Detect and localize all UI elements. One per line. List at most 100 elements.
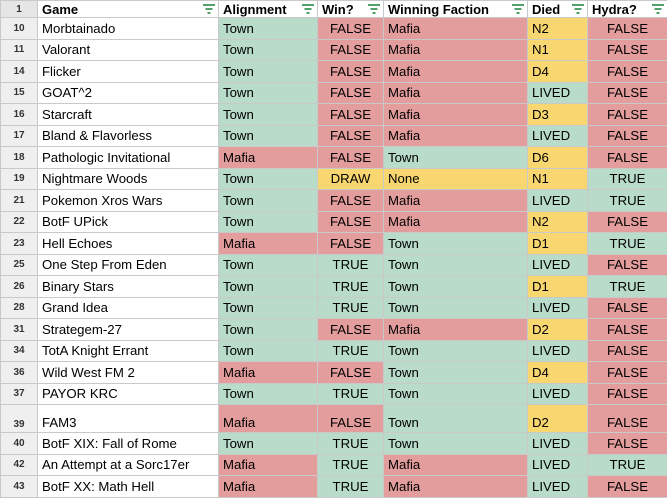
cell-winning-faction[interactable]: Town xyxy=(383,253,528,276)
cell-died[interactable]: D6 xyxy=(527,146,588,169)
cell-win[interactable]: FALSE xyxy=(317,124,384,147)
cell-hydra[interactable]: FALSE xyxy=(587,253,667,276)
cell-game[interactable]: TotA Knight Errant xyxy=(37,339,219,362)
cell-died[interactable]: D3 xyxy=(527,103,588,126)
cell-winning-faction[interactable]: Mafia xyxy=(383,103,528,126)
cell-alignment[interactable]: Town xyxy=(218,339,318,362)
cell-winning-faction[interactable]: Mafia xyxy=(383,81,528,104)
cell-win[interactable]: FALSE xyxy=(317,232,384,255)
cell-hydra[interactable]: FALSE xyxy=(587,432,667,455)
column-header-alignment[interactable]: Alignment xyxy=(218,0,318,18)
row-number[interactable]: 10 xyxy=(0,17,38,40)
column-header-hydra[interactable]: Hydra? xyxy=(587,0,667,18)
cell-win[interactable]: FALSE xyxy=(317,189,384,212)
cell-hydra[interactable]: TRUE xyxy=(587,189,667,212)
cell-died[interactable]: LIVED xyxy=(527,189,588,212)
cell-game[interactable]: BotF XIX: Fall of Rome xyxy=(37,432,219,455)
cell-hydra[interactable]: FALSE xyxy=(587,296,667,319)
cell-alignment[interactable]: Town xyxy=(218,103,318,126)
cell-died[interactable]: LIVED xyxy=(527,339,588,362)
row-number[interactable]: 22 xyxy=(0,210,38,233)
cell-died[interactable]: N1 xyxy=(527,167,588,190)
cell-game[interactable]: Strategem-27 xyxy=(37,318,219,341)
cell-alignment[interactable]: Town xyxy=(218,382,318,405)
row-number[interactable]: 26 xyxy=(0,275,38,298)
row-number[interactable]: 17 xyxy=(0,124,38,147)
row-number[interactable]: 40 xyxy=(0,432,38,455)
row-number[interactable]: 14 xyxy=(0,60,38,83)
cell-game[interactable]: Morbtainado xyxy=(37,17,219,40)
cell-winning-faction[interactable]: Town xyxy=(383,432,528,455)
cell-died[interactable]: D4 xyxy=(527,60,588,83)
cell-hydra[interactable]: FALSE xyxy=(587,382,667,405)
cell-win[interactable]: FALSE xyxy=(317,17,384,40)
cell-winning-faction[interactable]: Mafia xyxy=(383,189,528,212)
cell-died[interactable]: D2 xyxy=(527,318,588,341)
cell-winning-faction[interactable]: Town xyxy=(383,361,528,384)
cell-win[interactable]: TRUE xyxy=(317,339,384,362)
cell-alignment[interactable]: Town xyxy=(218,253,318,276)
cell-hydra[interactable]: FALSE xyxy=(587,339,667,362)
filter-icon[interactable] xyxy=(652,4,664,14)
row-number[interactable]: 34 xyxy=(0,339,38,362)
cell-hydra[interactable]: FALSE xyxy=(587,17,667,40)
cell-game[interactable]: Hell Echoes xyxy=(37,232,219,255)
cell-game[interactable]: Valorant xyxy=(37,38,219,61)
cell-alignment[interactable]: Town xyxy=(218,189,318,212)
cell-win[interactable]: FALSE xyxy=(317,318,384,341)
cell-winning-faction[interactable]: Mafia xyxy=(383,318,528,341)
cell-died[interactable]: LIVED xyxy=(527,253,588,276)
row-number[interactable]: 31 xyxy=(0,318,38,341)
row-number[interactable]: 43 xyxy=(0,475,38,498)
cell-win[interactable]: FALSE xyxy=(317,60,384,83)
cell-alignment[interactable]: Mafia xyxy=(218,232,318,255)
cell-hydra[interactable]: FALSE xyxy=(587,38,667,61)
cell-died[interactable]: LIVED xyxy=(527,296,588,319)
row-number[interactable]: 28 xyxy=(0,296,38,319)
cell-alignment[interactable]: Town xyxy=(218,432,318,455)
cell-win[interactable]: TRUE xyxy=(317,253,384,276)
cell-hydra[interactable]: TRUE xyxy=(587,232,667,255)
cell-died[interactable]: N1 xyxy=(527,38,588,61)
cell-winning-faction[interactable]: Town xyxy=(383,232,528,255)
cell-alignment[interactable]: Town xyxy=(218,124,318,147)
cell-win[interactable]: FALSE xyxy=(317,404,384,433)
cell-hydra[interactable]: FALSE xyxy=(587,146,667,169)
row-number[interactable]: 16 xyxy=(0,103,38,126)
row-number[interactable]: 42 xyxy=(0,453,38,476)
cell-died[interactable]: LIVED xyxy=(527,432,588,455)
cell-hydra[interactable]: FALSE xyxy=(587,124,667,147)
cell-died[interactable]: D2 xyxy=(527,404,588,433)
cell-winning-faction[interactable]: Mafia xyxy=(383,60,528,83)
cell-alignment[interactable]: Town xyxy=(218,60,318,83)
column-header-game[interactable]: Game xyxy=(37,0,219,18)
row-number-header[interactable]: 1 xyxy=(0,0,38,18)
cell-game[interactable]: Binary Stars xyxy=(37,275,219,298)
cell-win[interactable]: FALSE xyxy=(317,361,384,384)
cell-winning-faction[interactable]: Town xyxy=(383,146,528,169)
cell-died[interactable]: N2 xyxy=(527,17,588,40)
row-number[interactable]: 36 xyxy=(0,361,38,384)
cell-died[interactable]: N2 xyxy=(527,210,588,233)
cell-winning-faction[interactable]: Town xyxy=(383,404,528,433)
cell-winning-faction[interactable]: Town xyxy=(383,275,528,298)
cell-alignment[interactable]: Mafia xyxy=(218,404,318,433)
row-number[interactable]: 11 xyxy=(0,38,38,61)
cell-game[interactable]: Wild West FM 2 xyxy=(37,361,219,384)
cell-game[interactable]: An Attempt at a Sorc17er xyxy=(37,453,219,476)
cell-alignment[interactable]: Mafia xyxy=(218,146,318,169)
cell-game[interactable]: FAM3 xyxy=(37,404,219,433)
cell-game[interactable]: Pokemon Xros Wars xyxy=(37,189,219,212)
column-header-died[interactable]: Died xyxy=(527,0,588,18)
cell-game[interactable]: Pathologic Invitational xyxy=(37,146,219,169)
row-number[interactable]: 25 xyxy=(0,253,38,276)
cell-alignment[interactable]: Mafia xyxy=(218,453,318,476)
cell-alignment[interactable]: Mafia xyxy=(218,475,318,498)
cell-winning-faction[interactable]: Mafia xyxy=(383,475,528,498)
cell-game[interactable]: Grand Idea xyxy=(37,296,219,319)
cell-hydra[interactable]: TRUE xyxy=(587,167,667,190)
cell-winning-faction[interactable]: Mafia xyxy=(383,210,528,233)
cell-alignment[interactable]: Town xyxy=(218,296,318,319)
cell-died[interactable]: LIVED xyxy=(527,124,588,147)
cell-game[interactable]: Flicker xyxy=(37,60,219,83)
